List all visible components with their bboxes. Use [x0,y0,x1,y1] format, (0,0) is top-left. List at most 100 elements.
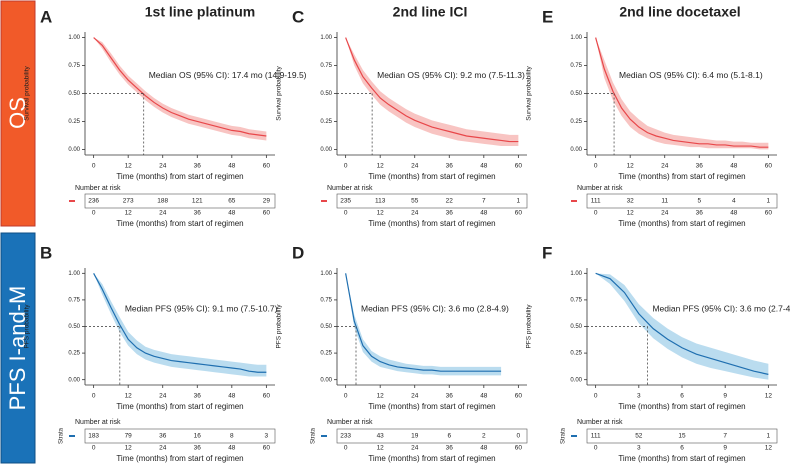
strata-label: Strata [59,427,65,444]
y-tick-label: 1.00 [570,271,582,277]
risk-x-tick-label: 60 [515,445,523,452]
risk-x-tick-label: 0 [594,445,598,452]
y-axis-label: Survival probability [24,65,31,120]
panel-letter: D [292,243,304,262]
x-tick-label: 24 [411,163,419,170]
risk-x-tick-label: 48 [228,210,236,217]
risk-count: 3 [265,433,269,440]
x-tick-label: 0 [92,393,96,400]
risk-x-axis-label: Time (months) from start of regimen [368,454,495,463]
x-tick-label: 3 [637,393,641,400]
risk-table-box [586,428,778,444]
y-tick-label: 0.00 [68,147,80,153]
y-tick-label: 1.00 [68,35,80,41]
y-tick-label: 0.50 [320,324,332,330]
risk-count: 5 [697,198,701,205]
strata-label: Strata [311,427,317,444]
x-tick-label: 60 [263,163,271,170]
x-tick-label: 60 [515,393,523,400]
y-tick-label: 0.25 [68,119,80,125]
risk-table-box [336,428,528,444]
column-title: 2nd line ICI [393,4,468,20]
risk-count: 183 [88,433,99,440]
survival-curve [93,273,267,373]
y-tick-label: 1.00 [570,35,582,41]
x-tick-label: 48 [730,163,738,170]
row-label: OS [5,97,30,129]
x-tick-label: 12 [377,163,385,170]
risk-x-tick-label: 24 [159,210,167,217]
panel-letter: A [40,7,52,26]
risk-x-tick-label: 6 [680,445,684,452]
risk-x-tick-label: 60 [515,210,523,217]
risk-count: 32 [627,198,635,205]
y-tick-label: 0.00 [320,147,332,153]
x-tick-label: 6 [680,393,684,400]
risk-count: 19 [411,433,419,440]
risk-count: 65 [228,198,236,205]
risk-table-box [336,193,528,209]
x-tick-label: 12 [125,163,133,170]
risk-table-title: Number at risk [577,419,623,426]
x-axis-label: Time (months) from start of regimen [618,172,745,181]
x-tick-label: 0 [92,163,96,170]
x-tick-label: 24 [661,163,669,170]
risk-table-box [84,193,276,209]
median-annotation: Median OS (95% CI): 6.4 mo (5.1-8.1) [619,70,763,80]
x-axis-label: Time (months) from start of regimen [116,172,243,181]
risk-count: 36 [159,433,167,440]
y-tick-label: 0.75 [570,297,582,303]
risk-x-tick-label: 36 [194,445,202,452]
confidence-band [345,273,502,376]
median-annotation: Median OS (95% CI): 17.4 mo (14.9-19.5) [149,70,307,80]
x-tick-label: 9 [723,393,727,400]
x-tick-label: 36 [446,163,454,170]
risk-x-tick-label: 24 [159,445,167,452]
risk-count: 1 [767,433,771,440]
risk-x-tick-label: 48 [480,210,488,217]
risk-count: 79 [125,433,133,440]
y-tick-label: 0.25 [570,119,582,125]
confidence-band [345,37,519,147]
risk-x-tick-label: 12 [377,210,385,217]
risk-x-tick-label: 0 [344,445,348,452]
x-axis-label: Time (months) from start of regimen [368,172,495,181]
y-tick-label: 0.50 [570,91,582,97]
risk-x-axis-label: Time (months) from start of regimen [618,454,745,463]
risk-x-axis-label: Time (months) from start of regimen [116,219,243,228]
risk-count: 52 [635,433,643,440]
risk-x-tick-label: 36 [446,210,454,217]
risk-table-title: Number at risk [327,185,373,192]
y-axis-label: Survival probability [276,65,283,120]
y-tick-label: 0.25 [68,351,80,357]
y-tick-label: 1.00 [68,271,80,277]
y-tick-label: 1.00 [320,271,332,277]
risk-count: 188 [157,198,168,205]
y-tick-label: 0.75 [68,297,80,303]
y-tick-label: 1.00 [320,35,332,41]
risk-table-box [84,428,276,444]
risk-x-tick-label: 0 [594,210,598,217]
x-tick-label: 0 [344,393,348,400]
risk-count: 1 [517,198,521,205]
risk-count: 7 [723,433,727,440]
row-label: PFS I-and-M [5,286,30,411]
risk-count: 6 [447,433,451,440]
y-tick-label: 0.75 [320,297,332,303]
risk-x-axis-label: Time (months) from start of regimen [116,454,243,463]
risk-x-tick-label: 12 [125,210,133,217]
risk-count: 8 [230,433,234,440]
risk-count: 15 [678,433,686,440]
risk-x-tick-label: 0 [344,210,348,217]
survival-curve [93,37,267,137]
risk-x-tick-label: 60 [765,210,773,217]
risk-table-title: Number at risk [75,419,121,426]
y-tick-label: 0.50 [68,324,80,330]
risk-count: 235 [340,198,351,205]
risk-x-tick-label: 48 [730,210,738,217]
risk-x-axis-label: Time (months) from start of regimen [618,219,745,228]
risk-count: 111 [591,433,601,440]
panel-letter: B [40,243,52,262]
y-tick-label: 0.25 [570,351,582,357]
